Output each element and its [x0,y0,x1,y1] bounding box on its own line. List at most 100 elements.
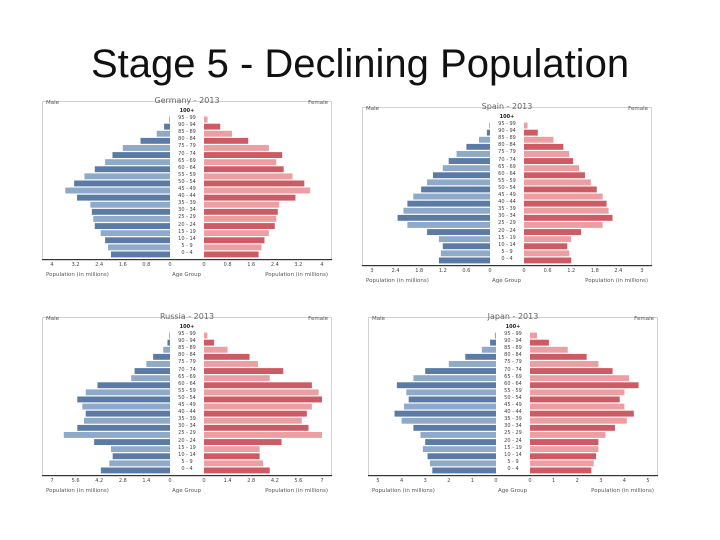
x-tick-label: 4 [50,262,54,268]
male-bar [438,236,490,243]
x-tick-label: 3 [599,478,603,484]
male-bar [442,243,490,250]
x-axis-label-right: Population (in millions) [265,272,328,278]
male-bar [97,382,170,389]
female-bar [530,424,615,431]
male-bar [413,375,496,382]
female-bar [204,152,283,158]
female-bar [530,339,549,346]
x-tick-label: 0.8 [142,262,151,268]
x-tick-label: 1.4 [223,478,232,484]
x-tick-label: 3 [640,268,644,274]
female-bar [204,353,250,360]
male-bar [432,467,496,474]
age-group-label: 5 - 9 [507,458,519,465]
male-bar [108,244,170,251]
japan-pyramid: Japan - 2013 Male Female 100+ 95 - 99 90 - 94… [368,312,658,502]
x-axis-label-left: Population (in millions) [46,488,109,494]
male-label: Male [366,106,380,112]
male-bar [429,460,496,467]
x-tick-label: 0.8 [223,262,232,268]
male-bar [490,339,496,346]
panel-title: Russia - 2013 [159,312,215,321]
male-bar [85,410,170,417]
age-group-label: 60 - 64 [504,380,522,387]
male-bar [156,130,170,137]
female-bar [204,424,309,431]
age-group-label: 90 - 94 [504,338,522,345]
x-tick-label: 1.6 [247,262,256,268]
male-bar [420,432,496,438]
age-group-label: 85 - 89 [178,129,196,136]
x-tick-label: 7 [320,478,324,484]
male-bar [413,424,496,431]
age-group-label: 50 - 54 [498,184,516,191]
male-bar [465,353,496,360]
female-bar [204,439,282,445]
male-bar [100,230,170,237]
female-bar [204,137,249,144]
male-bar [94,166,170,173]
age-group-label: 95 - 99 [178,115,196,121]
age-group-label: 90 - 94 [178,122,196,129]
female-bar [524,193,603,200]
x-tick-label: 0 [168,262,172,268]
age-group-label: 25 - 29 [178,430,196,437]
male-bar [481,346,496,353]
male-bar [408,396,496,403]
male-bar [131,375,170,382]
male-bar [407,222,490,228]
male-bar [406,389,496,396]
female-bar [204,467,270,474]
age-group-label: 15 - 19 [498,234,516,241]
male-bar [403,403,496,410]
x-tick-label: 4 [622,478,626,484]
x-tick-label: 4 [400,478,404,484]
age-group-label: 65 - 69 [498,163,516,170]
female-bar [204,332,208,339]
female-bar [524,200,607,207]
male-bar [84,417,170,424]
age-group-label: 70 - 74 [504,366,522,373]
age-group-label: 80 - 84 [178,136,196,143]
age-group-label: 45 - 49 [504,402,522,408]
x-tick-label: 3.2 [71,262,80,268]
male-bar [111,446,170,453]
male-bar [112,152,170,158]
male-bar [167,339,170,346]
age-group-label: 55 - 59 [178,171,196,178]
female-bar [524,207,609,214]
female-bar [524,179,591,186]
male-bar [427,229,490,235]
female-bar [524,243,568,250]
male-bar [109,460,170,467]
x-axis-label-right: Population (in millions) [585,278,648,284]
x-tick-label: 4.2 [270,478,279,484]
age-group-label: 60 - 64 [498,170,516,177]
female-bar [204,223,275,229]
male-bar [153,353,170,360]
male-bar [134,368,170,374]
female-bar [204,410,307,417]
female-bar [530,417,627,424]
male-label: Male [46,100,60,106]
male-bar [94,439,170,445]
female-bar [204,368,284,374]
male-bar [77,396,170,403]
female-bar [204,346,228,353]
age-group-label: 65 - 69 [178,373,196,380]
female-bar [530,432,606,438]
age-group-label: 20 - 24 [504,437,522,444]
x-tick-label: 5.6 [294,478,303,484]
x-tick-label: 0 [202,262,206,268]
age-group-label: 10 - 14 [178,451,196,458]
male-bar [90,201,170,208]
x-tick-label: 4 [320,262,324,268]
age-group-label: 75 - 79 [504,359,522,366]
age-group-label: 40 - 44 [498,199,516,206]
pyramid-svg [368,317,658,477]
x-tick-label: 1 [470,478,474,484]
age-group-label: 75 - 79 [178,359,196,366]
spain-pyramid: Spain - 2013 Male Female 100+ 95 - 99 90 - 94… [362,102,652,292]
male-bar [169,116,170,123]
